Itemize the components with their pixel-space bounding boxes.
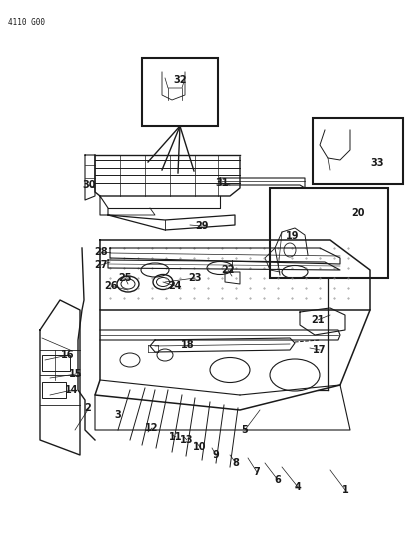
Bar <box>142 58 218 126</box>
Text: 31: 31 <box>215 178 229 188</box>
Text: 23: 23 <box>188 273 202 283</box>
Text: 28: 28 <box>94 247 108 257</box>
Text: 4: 4 <box>295 482 302 492</box>
Text: 19: 19 <box>286 231 300 241</box>
Bar <box>313 118 403 184</box>
Text: 18: 18 <box>181 340 195 350</box>
Text: 22: 22 <box>221 265 235 275</box>
Text: 21: 21 <box>311 315 325 325</box>
Text: 29: 29 <box>195 221 209 231</box>
Text: 4110 G00: 4110 G00 <box>8 18 45 27</box>
Text: 10: 10 <box>193 442 207 452</box>
Text: 27: 27 <box>94 260 108 270</box>
Text: 9: 9 <box>213 450 220 460</box>
Bar <box>270 188 388 278</box>
Text: 17: 17 <box>313 345 327 355</box>
Text: 8: 8 <box>233 458 239 468</box>
Text: 13: 13 <box>180 435 194 445</box>
Text: 1: 1 <box>341 485 348 495</box>
Text: 32: 32 <box>173 75 187 85</box>
Text: 12: 12 <box>145 423 159 433</box>
Text: 6: 6 <box>275 475 282 485</box>
Text: 15: 15 <box>69 369 83 379</box>
Text: 25: 25 <box>118 273 132 283</box>
Text: 30: 30 <box>82 180 96 190</box>
Text: 26: 26 <box>104 281 118 291</box>
Text: 14: 14 <box>65 385 79 395</box>
Bar <box>42 382 66 398</box>
Text: 3: 3 <box>115 410 121 420</box>
Text: 11: 11 <box>169 432 183 442</box>
Text: 20: 20 <box>351 208 365 218</box>
Text: 33: 33 <box>370 158 384 168</box>
Text: 2: 2 <box>84 403 91 413</box>
Text: 5: 5 <box>242 425 248 435</box>
Text: 16: 16 <box>61 350 75 360</box>
Bar <box>42 355 70 371</box>
Text: 7: 7 <box>254 467 260 477</box>
Text: 24: 24 <box>168 281 182 291</box>
